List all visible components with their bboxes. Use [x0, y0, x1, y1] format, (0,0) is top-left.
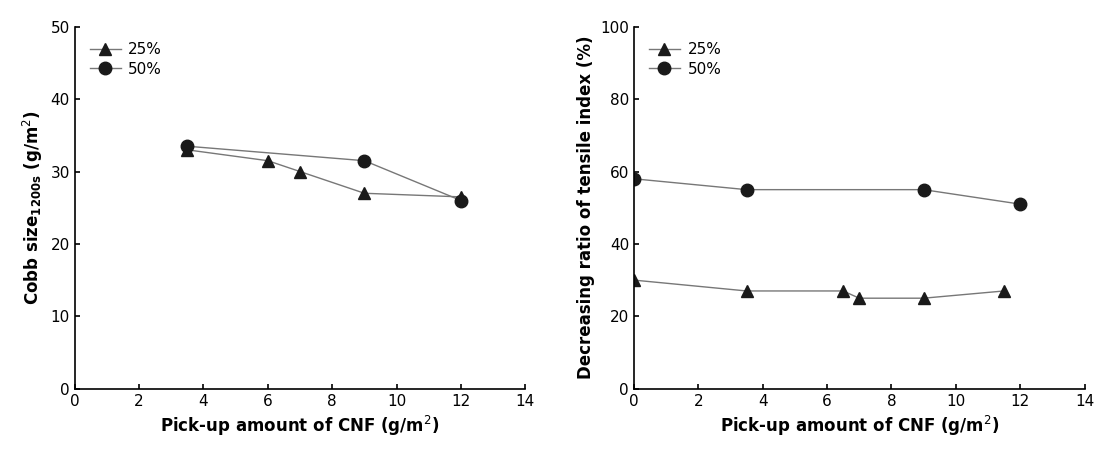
25% [293, 169, 307, 174]
50% [454, 198, 467, 203]
25% [358, 190, 371, 196]
50% [628, 176, 641, 182]
25% [181, 147, 194, 152]
X-axis label: Pick-up amount of CNF (g/m$^{2}$): Pick-up amount of CNF (g/m$^{2}$) [719, 414, 999, 438]
Y-axis label: Cobb size$_{\mathregular{1200s}}$ (g/m$^{2}$): Cobb size$_{\mathregular{1200s}}$ (g/m$^… [21, 111, 45, 305]
25% [917, 296, 930, 301]
25% [836, 288, 850, 294]
Line: 25%: 25% [181, 144, 467, 203]
25% [261, 158, 274, 163]
50% [1014, 202, 1027, 207]
Line: 50%: 50% [181, 140, 467, 207]
Line: 50%: 50% [628, 173, 1027, 210]
25% [628, 277, 641, 283]
50% [181, 144, 194, 149]
X-axis label: Pick-up amount of CNF (g/m$^{2}$): Pick-up amount of CNF (g/m$^{2}$) [161, 414, 439, 438]
25% [454, 194, 467, 200]
Legend: 25%, 50%: 25%, 50% [83, 34, 169, 84]
Y-axis label: Decreasing ratio of tensile index (%): Decreasing ratio of tensile index (%) [576, 36, 594, 380]
50% [917, 187, 930, 192]
Legend: 25%, 50%: 25%, 50% [641, 34, 729, 84]
25% [998, 288, 1011, 294]
50% [740, 187, 754, 192]
25% [853, 296, 866, 301]
25% [740, 288, 754, 294]
Line: 25%: 25% [628, 274, 1010, 304]
50% [358, 158, 371, 163]
